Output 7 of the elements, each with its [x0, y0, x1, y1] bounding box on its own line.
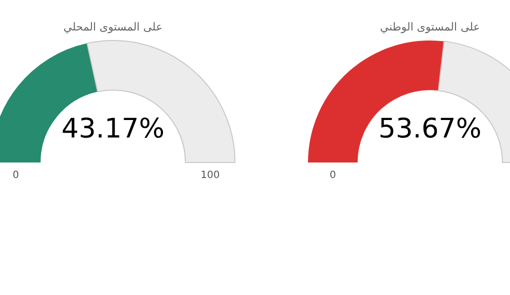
chart-title: على المستوى المحلي: [63, 20, 163, 34]
text: 0: [330, 170, 336, 182]
text: 100: [200, 170, 220, 182]
text: 53.67%: [378, 114, 482, 144]
chart-title: على المستوى الوطني: [380, 20, 480, 34]
text: 43.17%: [62, 114, 164, 144]
text: 0: [12, 170, 19, 182]
